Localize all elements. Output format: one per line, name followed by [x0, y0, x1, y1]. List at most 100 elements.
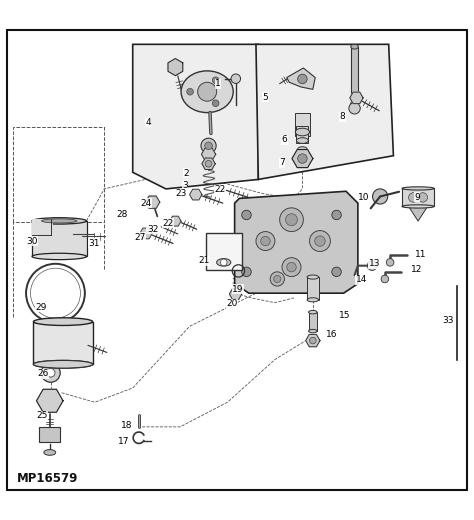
Ellipse shape: [181, 71, 233, 113]
Polygon shape: [201, 148, 216, 161]
Text: 10: 10: [358, 193, 370, 202]
Circle shape: [373, 189, 388, 204]
Circle shape: [315, 236, 325, 246]
Circle shape: [282, 257, 301, 277]
Ellipse shape: [298, 147, 307, 151]
Circle shape: [201, 138, 216, 153]
Text: 3: 3: [182, 180, 188, 190]
Circle shape: [256, 231, 275, 251]
Circle shape: [367, 261, 377, 270]
Text: 33: 33: [442, 316, 454, 325]
Text: 17: 17: [118, 437, 130, 446]
Circle shape: [205, 142, 212, 150]
Circle shape: [418, 193, 428, 202]
Circle shape: [310, 337, 316, 344]
Circle shape: [198, 82, 217, 101]
Text: 15: 15: [339, 311, 351, 320]
Polygon shape: [306, 334, 320, 347]
Polygon shape: [235, 191, 358, 293]
Polygon shape: [190, 189, 202, 200]
Circle shape: [261, 236, 270, 246]
Bar: [32, 221, 86, 256]
Bar: [307, 277, 319, 300]
Text: 14: 14: [356, 276, 367, 284]
Ellipse shape: [33, 360, 92, 368]
Text: 27: 27: [134, 233, 146, 242]
Text: 12: 12: [410, 265, 422, 274]
Circle shape: [349, 102, 360, 114]
Text: 1: 1: [215, 79, 221, 88]
Ellipse shape: [402, 187, 434, 190]
Polygon shape: [168, 59, 183, 75]
Circle shape: [205, 161, 212, 167]
Text: MP16579: MP16579: [17, 472, 78, 485]
Text: 2: 2: [183, 169, 189, 178]
Ellipse shape: [309, 310, 317, 314]
Ellipse shape: [42, 219, 77, 223]
Circle shape: [386, 258, 394, 266]
Text: 4: 4: [145, 118, 151, 127]
Text: 11: 11: [415, 250, 427, 259]
Ellipse shape: [33, 360, 92, 368]
Text: 6: 6: [282, 135, 287, 144]
Circle shape: [310, 230, 330, 252]
Text: 9: 9: [414, 193, 420, 202]
Polygon shape: [287, 68, 315, 89]
Ellipse shape: [32, 253, 86, 259]
Circle shape: [287, 263, 296, 272]
Bar: [39, 427, 60, 442]
Polygon shape: [229, 289, 242, 300]
Text: 7: 7: [279, 158, 285, 167]
Ellipse shape: [217, 258, 231, 266]
Polygon shape: [292, 150, 313, 167]
Text: 19: 19: [232, 285, 244, 294]
Polygon shape: [133, 44, 258, 189]
Text: 28: 28: [116, 211, 128, 219]
Ellipse shape: [295, 128, 310, 136]
Bar: [351, 47, 358, 103]
Bar: [309, 312, 317, 331]
Circle shape: [220, 259, 227, 266]
Circle shape: [231, 74, 240, 83]
Circle shape: [41, 363, 60, 382]
Circle shape: [242, 210, 251, 220]
Text: 25: 25: [36, 411, 47, 420]
Circle shape: [212, 100, 219, 107]
Polygon shape: [202, 158, 215, 170]
Bar: [297, 126, 309, 144]
Circle shape: [242, 267, 251, 277]
Circle shape: [46, 369, 55, 377]
Polygon shape: [36, 389, 63, 412]
Bar: [295, 113, 310, 136]
Polygon shape: [146, 196, 160, 209]
Text: 24: 24: [140, 199, 152, 207]
Circle shape: [280, 208, 303, 231]
Text: 26: 26: [37, 369, 48, 378]
Text: 21: 21: [198, 256, 210, 265]
Ellipse shape: [309, 329, 317, 333]
Bar: [206, 232, 242, 270]
Circle shape: [285, 214, 298, 226]
Polygon shape: [170, 216, 181, 226]
Text: 5: 5: [263, 93, 268, 102]
Circle shape: [332, 267, 341, 277]
Ellipse shape: [296, 138, 308, 144]
Text: 16: 16: [326, 330, 337, 340]
Ellipse shape: [33, 318, 92, 326]
Circle shape: [212, 77, 219, 84]
Text: 31: 31: [88, 239, 100, 248]
Text: 22: 22: [163, 218, 174, 228]
Text: 29: 29: [35, 303, 46, 312]
Ellipse shape: [307, 298, 319, 302]
Bar: [33, 321, 92, 365]
Text: 32: 32: [147, 225, 158, 233]
Circle shape: [187, 88, 193, 95]
Text: 8: 8: [339, 112, 345, 121]
Ellipse shape: [307, 275, 319, 279]
Ellipse shape: [32, 218, 86, 224]
Polygon shape: [140, 228, 152, 239]
Circle shape: [270, 272, 284, 286]
Ellipse shape: [44, 450, 55, 456]
Ellipse shape: [351, 44, 358, 49]
Polygon shape: [350, 92, 363, 103]
